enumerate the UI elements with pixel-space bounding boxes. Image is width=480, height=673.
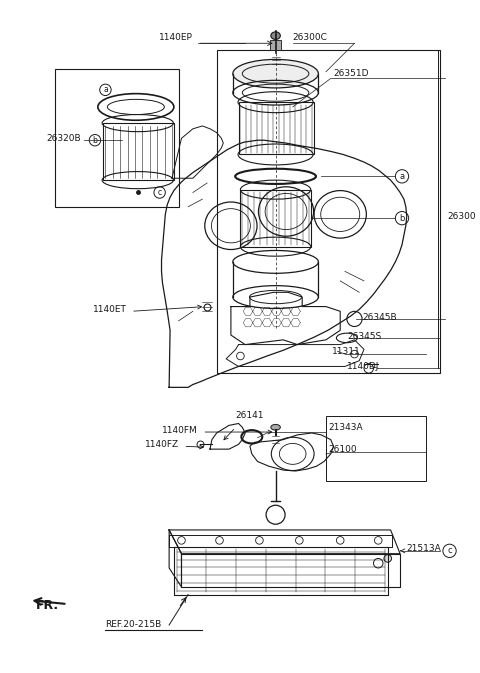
Text: 1140DJ: 1140DJ bbox=[347, 362, 379, 371]
Bar bbox=[270, 40, 281, 50]
Text: REF.20-215B: REF.20-215B bbox=[106, 621, 162, 629]
Bar bbox=[216, 50, 440, 373]
Ellipse shape bbox=[384, 555, 392, 562]
Text: 1140EP: 1140EP bbox=[159, 33, 193, 42]
Text: a: a bbox=[103, 85, 108, 94]
Bar bbox=[326, 416, 426, 481]
Text: 11311: 11311 bbox=[332, 347, 360, 356]
Text: c: c bbox=[447, 546, 452, 555]
Text: 1140ET: 1140ET bbox=[93, 305, 126, 314]
Text: b: b bbox=[399, 213, 405, 223]
Text: 1140FM: 1140FM bbox=[162, 425, 198, 435]
Ellipse shape bbox=[233, 59, 318, 88]
Ellipse shape bbox=[271, 425, 280, 430]
Text: FR.: FR. bbox=[36, 600, 59, 612]
Text: 26141: 26141 bbox=[236, 411, 264, 421]
Bar bbox=[103, 123, 174, 180]
Bar bbox=[240, 190, 311, 247]
Bar bbox=[55, 69, 179, 207]
Text: 26351D: 26351D bbox=[334, 69, 369, 78]
Text: 26345B: 26345B bbox=[362, 312, 396, 322]
Ellipse shape bbox=[271, 32, 280, 40]
Text: 26300: 26300 bbox=[448, 212, 476, 221]
Text: b: b bbox=[93, 136, 97, 145]
Text: 26320B: 26320B bbox=[46, 134, 81, 143]
Text: 21513A: 21513A bbox=[407, 544, 442, 553]
Text: 21343A: 21343A bbox=[329, 423, 363, 432]
Text: a: a bbox=[399, 172, 405, 181]
Text: 26100: 26100 bbox=[329, 445, 358, 454]
Bar bbox=[239, 102, 313, 155]
Text: 1140FZ: 1140FZ bbox=[144, 440, 179, 449]
Text: c: c bbox=[157, 188, 162, 197]
Text: 26345S: 26345S bbox=[347, 332, 381, 341]
Text: 26300C: 26300C bbox=[293, 33, 327, 42]
